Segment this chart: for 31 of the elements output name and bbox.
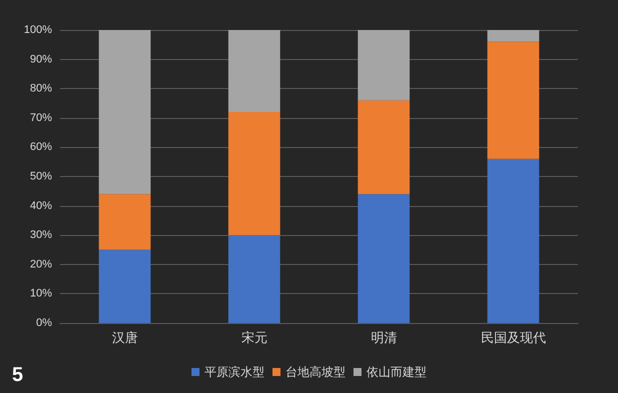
y-tick-label: 40%: [30, 200, 52, 212]
legend-label: 平原滨水型: [204, 365, 264, 379]
bar: [487, 30, 540, 42]
bar: [228, 112, 280, 236]
bar: [487, 158, 540, 323]
bar: [358, 100, 410, 194]
y-tick-label: 80%: [30, 82, 52, 95]
x-tick-label: 宋元: [241, 330, 268, 345]
bar: [98, 250, 151, 323]
legend-label: 依山而建型: [366, 365, 426, 379]
text: 5: [12, 364, 24, 386]
y-tick-label: 50%: [30, 170, 52, 182]
bar: [358, 30, 410, 100]
bar: [98, 194, 151, 250]
x-tick-label: 明清: [370, 330, 397, 345]
bar: [358, 194, 410, 323]
bar: [228, 235, 280, 323]
y-tick-label: 70%: [30, 112, 52, 124]
bar: [98, 30, 151, 194]
y-tick-label: 0%: [36, 317, 52, 329]
y-tick-label: 30%: [30, 229, 52, 242]
y-tick-label: 100%: [24, 24, 52, 36]
bar: [487, 42, 540, 159]
y-tick-label: 20%: [30, 258, 52, 270]
x-tick-label: 汉唐: [112, 330, 138, 345]
y-tick-label: 60%: [30, 141, 52, 154]
y-tick-label: 10%: [30, 288, 52, 300]
bar: [228, 30, 280, 112]
y-tick-label: 90%: [30, 53, 52, 66]
x-tick-label: 民国及现代: [480, 330, 546, 345]
legend-label: 台地高坡型: [286, 365, 346, 379]
